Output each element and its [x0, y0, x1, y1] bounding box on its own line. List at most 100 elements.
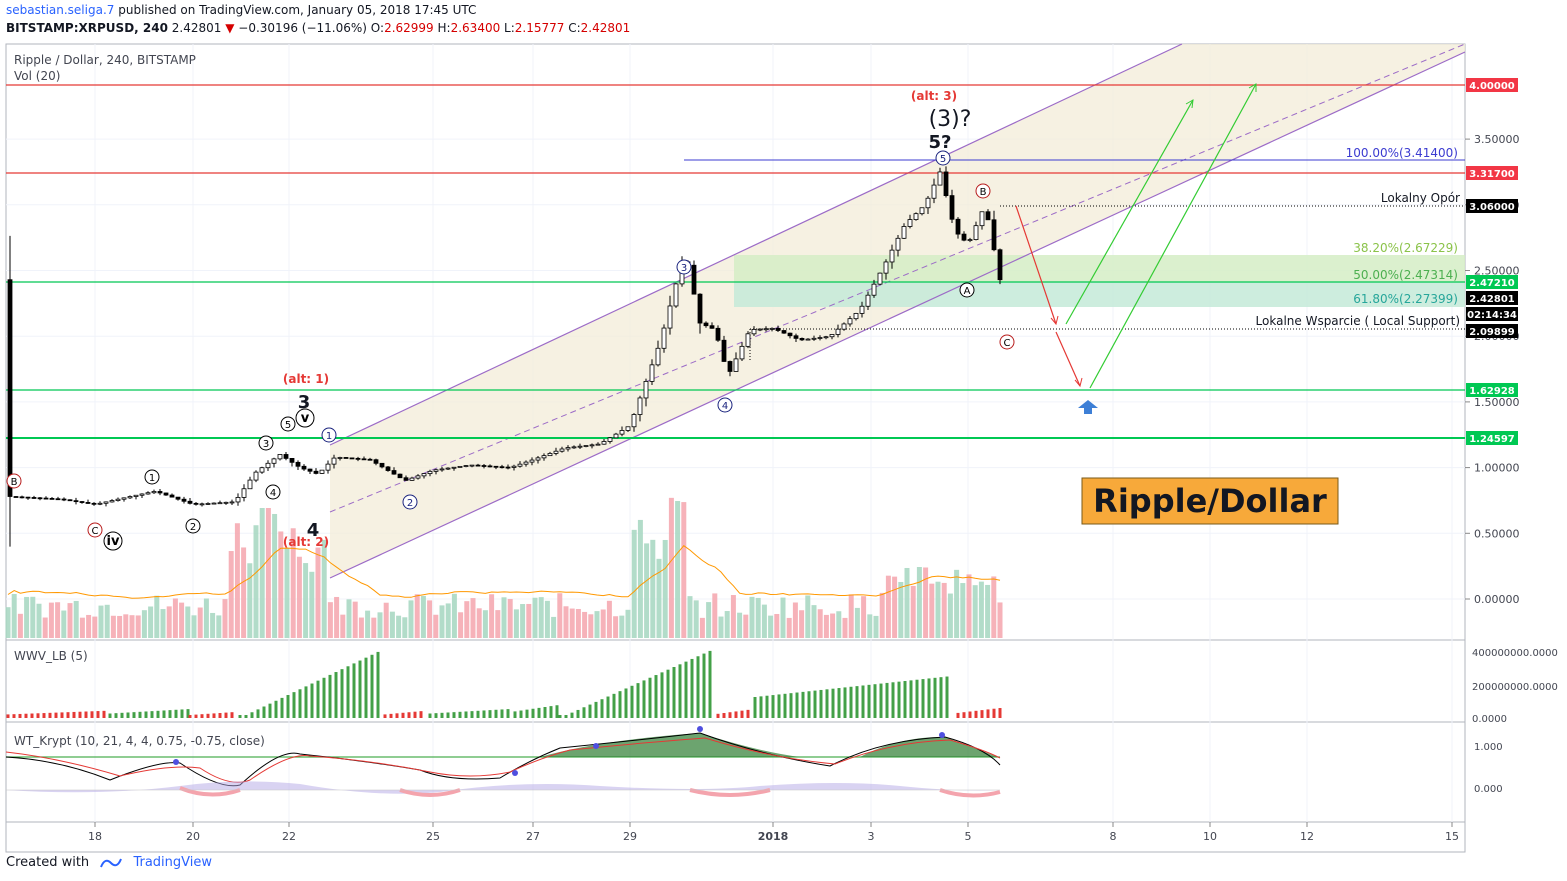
wwv-bar: [722, 713, 726, 718]
created-with-label: Created with: [6, 855, 90, 870]
wt-fill-2: [860, 736, 998, 757]
close-value: 2.42801: [580, 21, 631, 35]
wwv-bar: [759, 696, 763, 718]
wwv-bar: [660, 672, 664, 718]
wwv-bar: [825, 689, 829, 718]
candle-body: [631, 414, 637, 428]
candle-body: [565, 447, 571, 450]
volume-bar: [631, 529, 637, 638]
wwv-bar: [642, 680, 646, 718]
candle-body: [199, 503, 205, 506]
wwv-bar: [440, 712, 444, 718]
volume-bar: [5, 607, 11, 638]
tradingview-link[interactable]: TradingView: [133, 855, 212, 870]
candle-body: [799, 337, 805, 341]
volume-bar: [166, 606, 172, 638]
candle-body: [223, 501, 229, 504]
wwv-pane-frame: [5, 639, 1466, 723]
candle-body: [253, 471, 259, 481]
volume-bar: [817, 609, 823, 638]
wwv-bar: [476, 710, 480, 718]
low-label: L:: [504, 21, 515, 35]
volume-bar: [551, 616, 557, 638]
wave-circle-label: iv: [107, 534, 120, 549]
wwv-bar: [66, 712, 70, 718]
watermark-box: [1081, 477, 1339, 525]
candle-body: [469, 464, 475, 467]
wwv-bar: [298, 689, 302, 718]
volume-bar: [724, 611, 730, 638]
volume-bar: [197, 607, 203, 638]
price-tag: [1466, 275, 1518, 289]
volume-bar: [110, 615, 116, 638]
wwv-bar: [909, 680, 913, 718]
wwv-bar: [218, 713, 222, 718]
volume-bar: [854, 607, 860, 638]
time-tick-label: 2018: [758, 830, 789, 843]
volume-bar: [997, 602, 1003, 638]
volume-bar: [92, 616, 98, 638]
volume-bar: [402, 617, 408, 638]
candle-body: [919, 207, 925, 215]
wwv-bar: [968, 711, 972, 718]
wwv-tick-label: 400000000.0000: [1472, 648, 1558, 659]
price-tag-label: 3.06000: [1469, 202, 1515, 213]
volume-bar: [935, 581, 941, 638]
candle-body: [877, 272, 883, 285]
candle-body: [319, 469, 325, 474]
wave-circle: [185, 518, 201, 534]
wwv-bar: [18, 713, 22, 718]
volume-bar: [966, 574, 972, 638]
wwv-bar: [537, 707, 541, 718]
wwv-bar: [654, 675, 658, 718]
price-tag: [1466, 431, 1518, 445]
wwv-bar: [630, 685, 634, 718]
candle-body: [751, 329, 757, 335]
wwv-bar: [413, 711, 417, 718]
username-link[interactable]: sebastian.seliga.7: [6, 3, 115, 17]
wwv-bar: [849, 686, 853, 718]
fib-382-label: 38.20%(2.67229): [1353, 241, 1458, 255]
price-tag: [1466, 166, 1518, 180]
candle-body: [241, 488, 247, 498]
candle-body: [577, 445, 583, 448]
volume-bar: [476, 608, 482, 638]
volume-bar: [67, 603, 73, 638]
candle-body: [247, 479, 253, 490]
candle-body: [61, 498, 67, 501]
candle-body: [667, 305, 673, 329]
wwv-bar: [322, 677, 326, 718]
fib-50-label: 50.00%(2.47314): [1353, 268, 1458, 282]
volume-bar: [86, 614, 92, 638]
candle-body: [571, 446, 577, 449]
wwv-axis: 400000000.0000 200000000.0000 0.0000: [1472, 648, 1558, 725]
candle-body: [979, 211, 985, 227]
volume-bar: [346, 599, 352, 638]
candle-body: [583, 445, 589, 447]
volume-bar: [303, 563, 309, 638]
volume-bar: [718, 616, 724, 638]
candle-body: [295, 461, 301, 467]
wwv-bar: [470, 711, 474, 718]
wwv-bar: [933, 677, 937, 718]
candle-body: [895, 237, 901, 251]
volume-bar: [30, 596, 36, 638]
volume-bar: [842, 617, 848, 638]
wave-labels: (alt: 3) (3)? 5? (alt: 1) 3 4 (alt: 2): [283, 89, 972, 549]
candle-body: [229, 501, 235, 504]
candle-body: [355, 457, 361, 460]
volume-bar: [433, 614, 439, 638]
time-axis[interactable]: 18 20 22 25 27 29 2018 3 5 8 10 12 15: [88, 822, 1459, 843]
wwv-bar: [6, 714, 10, 718]
volume-bar: [681, 502, 687, 638]
wwv-bar: [519, 710, 523, 718]
wwv-bar: [795, 692, 799, 718]
volume-bar: [544, 600, 550, 638]
volume-bar: [234, 523, 240, 638]
candle-body: [943, 171, 949, 197]
candle-body: [349, 457, 355, 460]
wave-circle: [935, 150, 951, 166]
alt3-label: (alt: 3): [911, 89, 957, 103]
candle-body: [85, 502, 91, 504]
